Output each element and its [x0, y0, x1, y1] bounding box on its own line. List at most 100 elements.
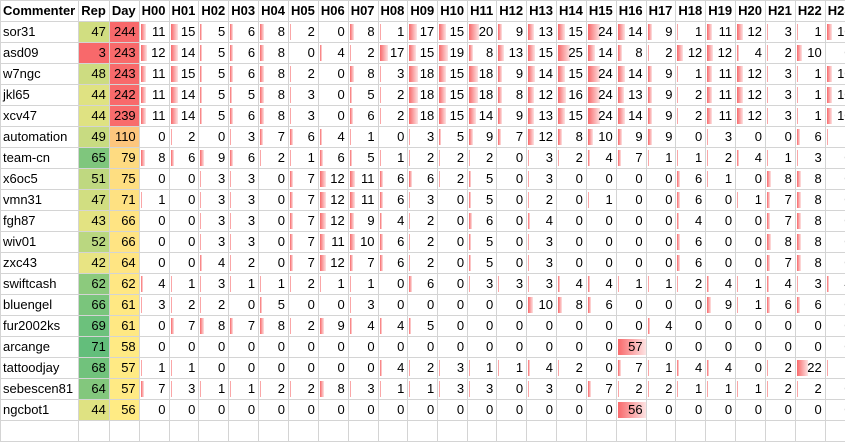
- hour-cell-h02[interactable]: 3: [199, 190, 229, 211]
- hour-cell-h21[interactable]: 3: [766, 85, 796, 106]
- hour-cell-h07[interactable]: 3: [348, 379, 378, 400]
- hour-cell-h03[interactable]: 3: [229, 190, 259, 211]
- hour-cell-h08[interactable]: 2: [378, 85, 408, 106]
- hour-cell-h20[interactable]: 0: [736, 316, 766, 337]
- day-cell[interactable]: 61: [109, 316, 139, 337]
- hour-cell-h03[interactable]: 0: [229, 358, 259, 379]
- rep-cell[interactable]: 43: [79, 211, 110, 232]
- hour-cell-h13[interactable]: 3: [527, 232, 557, 253]
- hour-cell-h06[interactable]: 0: [318, 22, 348, 43]
- hour-cell-h08[interactable]: 0: [378, 274, 408, 295]
- hour-cell-h03[interactable]: 5: [229, 85, 259, 106]
- hour-cell-h18[interactable]: 2: [676, 274, 706, 295]
- hour-cell-h06[interactable]: 0: [318, 295, 348, 316]
- hour-cell-h05[interactable]: 0: [288, 43, 318, 64]
- hour-cell-h13[interactable]: 10: [527, 295, 557, 316]
- hour-cell-h13[interactable]: 2: [527, 190, 557, 211]
- hour-cell-h18[interactable]: 1: [676, 379, 706, 400]
- hour-cell-h05[interactable]: 2: [288, 64, 318, 85]
- hour-cell-h05[interactable]: 7: [288, 232, 318, 253]
- hour-cell-h06[interactable]: 0: [318, 400, 348, 421]
- hour-cell-h14[interactable]: 2: [556, 148, 586, 169]
- hour-cell-h00[interactable]: 0: [139, 253, 169, 274]
- column-header-h10[interactable]: H10: [438, 1, 468, 22]
- hour-cell-h09[interactable]: 5: [408, 316, 438, 337]
- hour-cell-h08[interactable]: 0: [378, 400, 408, 421]
- hour-cell-h18[interactable]: 2: [676, 106, 706, 127]
- hour-cell-h19[interactable]: 0: [706, 253, 736, 274]
- hour-cell-h14[interactable]: 0: [556, 316, 586, 337]
- hour-cell-h16[interactable]: 8: [616, 43, 646, 64]
- column-header-h14[interactable]: H14: [556, 1, 586, 22]
- hour-cell-h08[interactable]: 6: [378, 169, 408, 190]
- hour-cell-h05[interactable]: 3: [288, 106, 318, 127]
- hour-cell-h08[interactable]: 6: [378, 232, 408, 253]
- hour-cell-h13[interactable]: 14: [527, 64, 557, 85]
- hour-cell-h13[interactable]: 13: [527, 22, 557, 43]
- hour-cell-h06[interactable]: 9: [318, 316, 348, 337]
- table-row[interactable]: fgh8743660033071294206040000400780: [1, 211, 845, 232]
- empty-cell[interactable]: [646, 421, 676, 442]
- column-header-h07[interactable]: H07: [348, 1, 378, 22]
- hour-cell-h02[interactable]: 0: [199, 127, 229, 148]
- hour-cell-h01[interactable]: 1: [169, 358, 199, 379]
- hour-cell-h06[interactable]: 12: [318, 190, 348, 211]
- hour-cell-h03[interactable]: 3: [229, 127, 259, 148]
- day-cell[interactable]: 239: [109, 106, 139, 127]
- empty-cell[interactable]: [229, 421, 259, 442]
- hour-cell-h22[interactable]: 10: [795, 43, 825, 64]
- hour-cell-h18[interactable]: 4: [676, 358, 706, 379]
- hour-cell-h18[interactable]: 0: [676, 400, 706, 421]
- hour-cell-h02[interactable]: 5: [199, 106, 229, 127]
- hour-cell-h21[interactable]: 2: [766, 43, 796, 64]
- hour-cell-h23[interactable]: 0: [825, 169, 845, 190]
- hour-cell-h14[interactable]: 0: [556, 211, 586, 232]
- hour-cell-h05[interactable]: 7: [288, 169, 318, 190]
- column-header-h08[interactable]: H08: [378, 1, 408, 22]
- hour-cell-h10[interactable]: 15: [438, 22, 468, 43]
- hour-cell-h00[interactable]: 12: [139, 43, 169, 64]
- empty-cell[interactable]: [438, 421, 468, 442]
- table-row[interactable]: x6oc5517500330712116625030000610880: [1, 169, 845, 190]
- hour-cell-h18[interactable]: 0: [676, 316, 706, 337]
- hour-cell-h05[interactable]: 0: [288, 295, 318, 316]
- hour-cell-h10[interactable]: 15: [438, 64, 468, 85]
- column-header-h05[interactable]: H05: [288, 1, 318, 22]
- hour-cell-h23[interactable]: 10: [825, 64, 845, 85]
- hour-cell-h04[interactable]: 8: [259, 85, 289, 106]
- hour-cell-h18[interactable]: 6: [676, 232, 706, 253]
- hour-cell-h19[interactable]: 1: [706, 379, 736, 400]
- hour-cell-h18[interactable]: 1: [676, 64, 706, 85]
- hour-cell-h08[interactable]: 0: [378, 295, 408, 316]
- commenter-cell[interactable]: team-cn: [1, 148, 79, 169]
- hour-cell-h19[interactable]: 0: [706, 190, 736, 211]
- column-header-h04[interactable]: H04: [259, 1, 289, 22]
- hour-cell-h11[interactable]: 2: [468, 148, 497, 169]
- hour-cell-h21[interactable]: 1: [766, 148, 796, 169]
- hour-cell-h22[interactable]: 8: [795, 169, 825, 190]
- hour-cell-h07[interactable]: 11: [348, 190, 378, 211]
- hour-cell-h19[interactable]: 11: [706, 85, 736, 106]
- hour-cell-h14[interactable]: 0: [556, 169, 586, 190]
- day-cell[interactable]: 66: [109, 211, 139, 232]
- rep-cell[interactable]: 44: [79, 106, 110, 127]
- hour-cell-h04[interactable]: 5: [259, 295, 289, 316]
- hour-cell-h17[interactable]: 1: [646, 274, 676, 295]
- hour-cell-h16[interactable]: 0: [616, 169, 646, 190]
- hour-cell-h15[interactable]: 24: [586, 64, 616, 85]
- hour-cell-h00[interactable]: 1: [139, 190, 169, 211]
- hour-cell-h05[interactable]: 7: [288, 211, 318, 232]
- hour-cell-h09[interactable]: 2: [408, 232, 438, 253]
- hour-cell-h17[interactable]: 9: [646, 64, 676, 85]
- hour-cell-h04[interactable]: 2: [259, 379, 289, 400]
- hour-cell-h09[interactable]: 3: [408, 190, 438, 211]
- hour-cell-h22[interactable]: 8: [795, 190, 825, 211]
- hour-cell-h15[interactable]: 1: [586, 190, 616, 211]
- hour-cell-h09[interactable]: 6: [408, 274, 438, 295]
- hour-cell-h06[interactable]: 12: [318, 169, 348, 190]
- hour-cell-h23[interactable]: 0: [825, 295, 845, 316]
- rep-cell[interactable]: 64: [79, 379, 110, 400]
- hour-cell-h07[interactable]: 3: [348, 295, 378, 316]
- hour-cell-h12[interactable]: 0: [497, 400, 527, 421]
- hour-cell-h21[interactable]: 2: [766, 358, 796, 379]
